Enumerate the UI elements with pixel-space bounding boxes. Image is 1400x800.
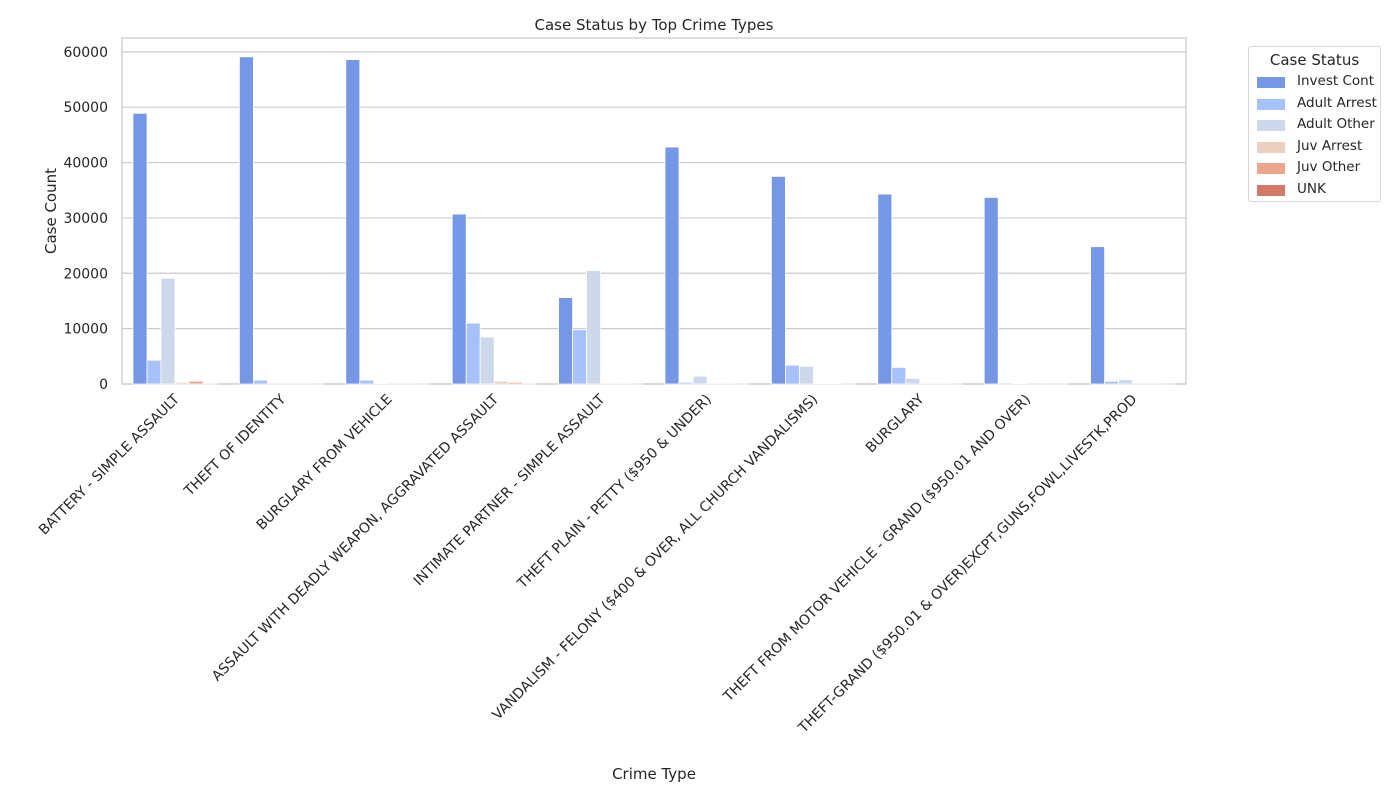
y-tick-labels: 0 10000 20000 30000 40000 50000 60000 bbox=[63, 45, 108, 393]
legend-label: Juv Arrest bbox=[1297, 137, 1363, 154]
bar-adult-arrest bbox=[997, 382, 1013, 385]
bar-invest-cont bbox=[771, 175, 786, 385]
y-tick-label: 50000 bbox=[63, 100, 108, 116]
bar-juv-arrest bbox=[493, 380, 509, 385]
bar-adult-other bbox=[1118, 379, 1133, 385]
bar-invest-cont bbox=[983, 197, 999, 385]
x-tick-label: INTIMATE PARTNER - SIMPLE ASSAULT bbox=[411, 391, 609, 589]
x-axis-label: Crime Type bbox=[612, 765, 696, 783]
grid-lines bbox=[122, 51, 1186, 385]
y-tick-label: 10000 bbox=[63, 322, 108, 338]
legend-label: UNK bbox=[1297, 180, 1326, 197]
bar-adult-arrest bbox=[891, 366, 907, 385]
bar-adult-other bbox=[266, 382, 282, 385]
x-tick-label: THEFT-GRAND ($950.01 & OVER)EXCPT,GUNS,F… bbox=[795, 392, 1140, 737]
bar-invest-cont bbox=[877, 193, 893, 385]
y-tick-label: 40000 bbox=[63, 156, 108, 172]
bar-adult-arrest bbox=[465, 322, 481, 385]
bar-adult-other bbox=[1011, 382, 1027, 385]
bar-adult-other bbox=[905, 378, 921, 385]
bar-adult-arrest bbox=[359, 379, 375, 385]
legend-title: Case Status bbox=[1269, 51, 1360, 69]
legend-swatch bbox=[1257, 141, 1285, 153]
bar-adult-other bbox=[799, 365, 814, 385]
legend: Case Status Invest Cont Adult Arrest Adult… bbox=[1248, 46, 1381, 202]
bars-layer bbox=[132, 56, 1175, 385]
legend-swatch bbox=[1257, 120, 1285, 131]
bar-juv-other bbox=[188, 380, 204, 385]
legend-swatch bbox=[1257, 98, 1285, 110]
bar-invest-cont bbox=[451, 213, 467, 385]
legend-label: Invest Cont bbox=[1297, 73, 1374, 89]
bar-juv-other bbox=[827, 383, 842, 385]
bar-adult-other bbox=[160, 277, 176, 385]
legend-item: Adult Other bbox=[1257, 116, 1379, 134]
legend-item: Adult Arrest bbox=[1257, 95, 1379, 113]
x-tick-label: THEFT PLAIN - PETTY ($950 & UNDER) bbox=[514, 392, 715, 593]
y-tick-label: 30000 bbox=[63, 211, 108, 227]
legend-item: Juv Other bbox=[1257, 159, 1379, 177]
plot-area-frame bbox=[121, 37, 1187, 385]
bar-juv-arrest bbox=[174, 381, 190, 385]
bar-adult-other bbox=[586, 270, 601, 385]
legend-label: Adult Other bbox=[1297, 116, 1375, 132]
bar-adult-arrest bbox=[146, 359, 162, 385]
bar-adult-other bbox=[373, 383, 389, 385]
bar-juv-other bbox=[507, 381, 523, 385]
bar-invest-cont bbox=[238, 56, 254, 385]
legend-label: Juv Other bbox=[1297, 159, 1361, 175]
bar-invest-cont bbox=[558, 297, 573, 385]
bar-adult-arrest bbox=[785, 364, 800, 385]
bar-invest-cont bbox=[1090, 246, 1105, 385]
y-tick-label: 20000 bbox=[63, 266, 108, 282]
bar-invest-cont bbox=[664, 146, 680, 385]
legend-item: UNK bbox=[1257, 181, 1379, 199]
bar-adult-other bbox=[692, 375, 708, 385]
bar-adult-arrest bbox=[1104, 380, 1119, 385]
legend-swatch bbox=[1257, 77, 1285, 88]
legend-item: Juv Arrest bbox=[1257, 138, 1379, 156]
bar-adult-arrest bbox=[572, 329, 587, 385]
chart-title: Case Status by Top Crime Types bbox=[535, 16, 774, 34]
bar-invest-cont bbox=[345, 59, 361, 385]
legend-swatch bbox=[1257, 163, 1285, 174]
bar-juv-arrest bbox=[813, 383, 828, 385]
legend-swatch bbox=[1257, 184, 1285, 196]
x-tick-label: BATTERY - SIMPLE ASSAULT bbox=[36, 391, 183, 538]
bar-adult-arrest bbox=[252, 379, 268, 385]
y-tick-label: 60000 bbox=[63, 45, 108, 61]
legend-label: Adult Arrest bbox=[1297, 94, 1377, 111]
x-tick-label: BURGLARY bbox=[863, 391, 928, 456]
bar-adult-other bbox=[479, 336, 495, 385]
bar-invest-cont bbox=[132, 112, 148, 385]
y-axis-label: Case Count bbox=[42, 168, 60, 254]
legend-item: Invest Cont bbox=[1257, 73, 1379, 91]
bar-adult-arrest bbox=[678, 381, 694, 385]
y-tick-label: 0 bbox=[99, 377, 108, 393]
x-tick-label: THEFT OF IDENTITY bbox=[181, 391, 290, 500]
